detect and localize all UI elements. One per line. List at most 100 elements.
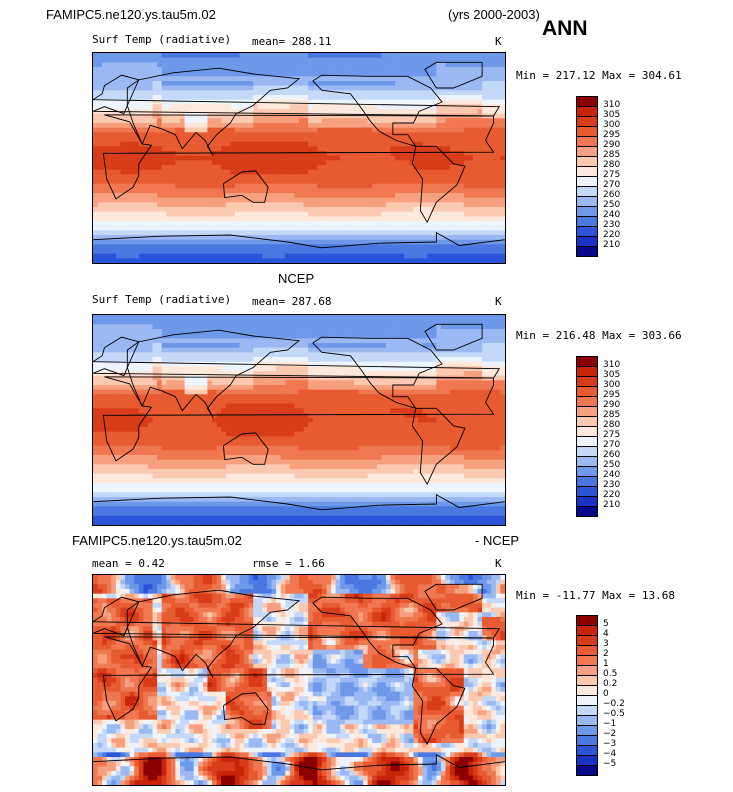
map-cell — [276, 183, 282, 189]
map-cell — [335, 193, 341, 199]
map-cell — [308, 211, 314, 217]
map-cell — [266, 230, 273, 236]
map-cell — [381, 169, 387, 175]
map-cell — [367, 324, 373, 330]
map-cell — [372, 253, 378, 259]
map-cell — [440, 197, 447, 203]
map-cell — [340, 169, 346, 175]
model-map — [92, 52, 506, 264]
map-cell — [340, 197, 346, 203]
map-cell — [280, 221, 286, 227]
map-cell — [326, 127, 332, 133]
map-cell — [431, 137, 437, 143]
map-cell — [482, 118, 488, 124]
map-cell — [102, 137, 108, 143]
map-cell — [353, 225, 360, 231]
map-cell — [500, 239, 505, 245]
map-cell — [138, 99, 144, 105]
map-cell — [97, 258, 103, 263]
map-cell — [161, 319, 167, 325]
map-cell — [340, 216, 346, 222]
map-cell — [331, 188, 337, 194]
map-cell — [335, 324, 341, 330]
map-cell — [312, 230, 318, 236]
map-cell — [344, 169, 350, 175]
map-cell — [221, 90, 227, 96]
map-cell — [482, 109, 488, 115]
map-cell — [312, 202, 318, 208]
map-cell — [207, 179, 213, 185]
map-cell — [326, 137, 332, 143]
map-cell — [225, 90, 231, 96]
map-cell — [349, 315, 355, 321]
map-cell — [230, 216, 236, 222]
map-cell — [152, 165, 158, 171]
map-cell — [179, 109, 186, 115]
map-cell — [184, 207, 190, 213]
map-cell — [276, 76, 282, 82]
map-cell — [120, 193, 126, 199]
map-cell — [344, 71, 350, 77]
map-cell — [445, 225, 451, 231]
map-cell — [93, 319, 99, 325]
map-cell — [395, 118, 401, 124]
map-cell — [303, 81, 309, 87]
map-cell — [111, 123, 117, 129]
map-cell — [454, 53, 460, 59]
map-cell — [500, 230, 505, 236]
map-cell — [486, 319, 492, 325]
map-cell — [491, 253, 497, 259]
map-cell — [408, 253, 415, 259]
map-cell — [102, 179, 108, 185]
map-cell — [363, 81, 369, 87]
map-cell — [248, 95, 254, 101]
map-cell — [115, 127, 122, 133]
map-cell — [285, 319, 291, 325]
map-cell — [294, 347, 300, 353]
map-cell — [129, 113, 135, 119]
map-cell — [404, 343, 410, 349]
map-cell — [472, 225, 479, 231]
map-cell — [143, 193, 149, 199]
map-cell — [234, 90, 241, 96]
map-cell — [276, 197, 282, 203]
map-cell — [436, 151, 442, 157]
map-cell — [221, 132, 227, 138]
map-cell — [289, 71, 296, 77]
map-cell — [115, 123, 122, 129]
map-cell — [262, 216, 268, 222]
map-cell — [143, 146, 149, 152]
map-cell — [157, 253, 163, 259]
map-cell — [125, 127, 131, 133]
map-cell — [372, 221, 378, 227]
map-cell — [340, 253, 346, 259]
map-cell — [120, 81, 126, 87]
map-cell — [376, 258, 382, 263]
map-cell — [134, 99, 140, 105]
map-cell — [335, 347, 341, 353]
map-cell — [147, 329, 154, 335]
map-cell — [363, 333, 369, 339]
map-cell — [271, 62, 277, 68]
map-cell — [280, 151, 286, 157]
map-cell — [312, 211, 318, 217]
map-cell — [495, 319, 502, 325]
map-cell — [97, 146, 103, 152]
map-cell — [134, 319, 140, 325]
map-cell — [244, 155, 250, 161]
map-cell — [166, 57, 172, 63]
map-cell — [193, 235, 199, 241]
map-cell — [234, 57, 241, 63]
map-cell — [450, 258, 456, 263]
map-cell — [129, 81, 135, 87]
map-cell — [372, 132, 378, 138]
map-cell — [340, 315, 346, 321]
map-cell — [152, 57, 158, 63]
map-cell — [408, 197, 415, 203]
map-cell — [404, 197, 410, 203]
map-cell — [422, 141, 428, 147]
map-cell — [147, 343, 154, 349]
map-cell — [170, 174, 176, 180]
map-cell — [143, 127, 149, 133]
map-cell — [294, 225, 300, 231]
